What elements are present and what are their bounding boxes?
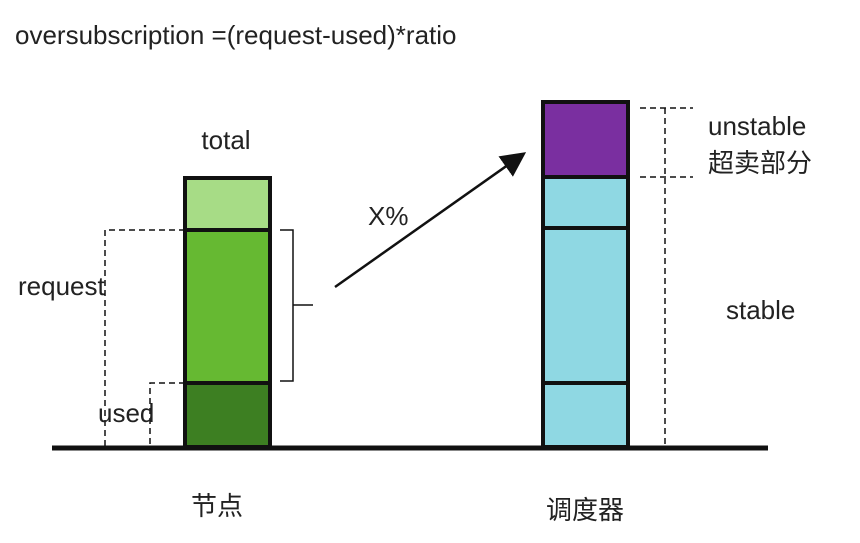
scheduler-guide [640,107,693,447]
stable-label: stable [726,295,795,325]
arrow-label: X% [368,201,408,231]
total-label: total [201,125,250,155]
arrow [334,152,527,289]
request-guide [104,229,185,447]
unstable-label: unstable [708,111,806,141]
node-label: 节点 [191,491,243,521]
request-label: request [18,271,105,301]
used-segment [183,381,272,449]
stable-segment [541,226,630,385]
unstable-segment [541,100,630,179]
oversold-label: 超卖部分 [708,148,812,178]
free-segment [183,176,272,232]
stable-segment [541,175,630,230]
formula: oversubscription =(request-used)*ratio [15,20,457,50]
bracket [280,229,313,382]
used-guide [149,382,185,447]
scheduler-label: 调度器 [546,495,624,525]
request-segment [183,228,272,385]
stable-segment [541,381,630,449]
used-label: used [98,398,154,428]
